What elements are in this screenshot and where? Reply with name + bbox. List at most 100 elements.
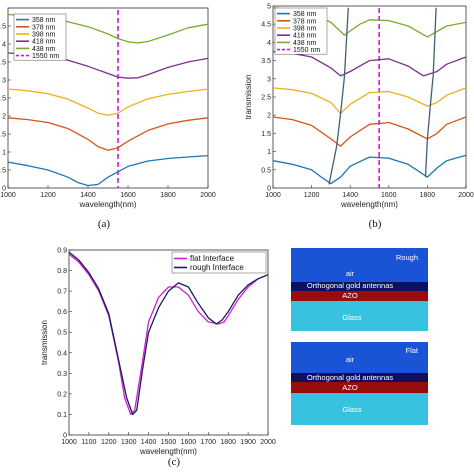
x-tick-label: 1800 <box>420 192 436 199</box>
gold-antenna-layer-flat <box>291 373 428 382</box>
y-tick-label: 3 <box>2 78 6 85</box>
glass-label-rough: Glass <box>342 313 361 322</box>
series-line-5 <box>328 7 349 185</box>
plot-area-c: 1000 1100 1200 1300 1400 1500 1600 1700 1800 1900… <box>57 248 276 447</box>
plot-area-a: 1000 1200 1400 1600 1800 2000 0 0.5 1 1.5 2 2.5 3 3.5… <box>0 10 216 199</box>
x-tick-label: 1200 <box>40 192 56 199</box>
y-tick-label: 1.5 <box>261 131 271 138</box>
y-axis-label-b: transmission <box>244 75 253 120</box>
y-tick-label: 4 <box>2 42 6 49</box>
y-tick-label: 0.5 <box>0 168 6 175</box>
series-line-2 <box>272 87 467 115</box>
air-label-flat: air <box>346 355 355 364</box>
x-tick-label: 1000 <box>0 192 16 199</box>
legend-entry: 418 nm <box>293 33 317 40</box>
antenna-label-flat: Orthogonal gold antennas <box>307 373 394 382</box>
y-tick-label: 0.5 <box>57 330 67 337</box>
x-tick-label: 1600 <box>381 192 397 199</box>
y-tick-label: 1 <box>267 149 271 156</box>
x-tick-label: 1200 <box>304 192 320 199</box>
y-tick-label: 0.4 <box>57 350 67 357</box>
schematic-title-flat: Flat <box>405 346 418 355</box>
panel-label-c: (c) <box>168 456 181 468</box>
series-line-1 <box>68 251 269 416</box>
legend-entry: 398 nm <box>293 26 317 33</box>
series-line-0 <box>68 253 269 416</box>
legend-entry: 358 nm <box>32 17 56 24</box>
legend-entry: rough Interface <box>190 263 244 272</box>
x-tick-label: 1600 <box>181 439 197 446</box>
glass-layer-flat <box>291 393 428 425</box>
x-tick-label: 1900 <box>240 439 256 446</box>
x-tick-label: 1600 <box>120 192 136 199</box>
x-axis-label-a: wavelength(nm) <box>79 200 137 209</box>
legend-box <box>171 251 267 274</box>
panel-label-a: (a) <box>98 218 111 230</box>
y-tick-label: 0.2 <box>57 391 67 398</box>
series-line-0 <box>7 154 209 187</box>
x-tick-label: 1400 <box>141 439 157 446</box>
legend-entry: 1550 nm <box>293 47 320 54</box>
x-tick-label: 1400 <box>80 192 96 199</box>
panel-a: 1000 1200 1400 1600 1800 2000 0 0.5 1 1.5 2 2.5 3 3.5… <box>0 7 216 230</box>
series-line-6 <box>424 7 437 178</box>
y-tick-label: 0.1 <box>57 412 67 419</box>
air-layer-rough <box>291 248 428 282</box>
plot-area-b: 1000 1200 1400 1600 1800 2000 0 0.5 1 1.5 2 2.5 3 3.5… <box>261 4 474 200</box>
x-tick-label: 1000 <box>61 439 77 446</box>
legend-entry: 438 nm <box>32 46 56 53</box>
x-tick-label: 1800 <box>160 192 176 199</box>
y-tick-label: 1.5 <box>0 132 6 139</box>
series-line-1 <box>272 116 467 147</box>
y-tick-label: 5 <box>267 4 271 11</box>
legend-entry: flat Interface <box>190 254 235 263</box>
glass-label-flat: Glass <box>342 405 361 414</box>
y-tick-label: 0.9 <box>57 248 67 255</box>
antenna-label-rough: Orthogonal gold antennas <box>307 281 394 290</box>
y-tick-label: 2.5 <box>261 95 271 102</box>
plot-frame-c <box>68 249 269 436</box>
schematic-rough: Rough air Orthogonal gold antennas AZO G… <box>291 248 428 331</box>
x-tick-label: 1700 <box>201 439 217 446</box>
x-tick-label: 1400 <box>342 192 358 199</box>
y-tick-label: 4.5 <box>0 24 6 31</box>
y-tick-label: 0 <box>267 186 271 193</box>
y-tick-label: 3 <box>267 76 271 83</box>
x-tick-label: 2000 <box>260 439 276 446</box>
y-tick-label: 2 <box>267 113 271 120</box>
y-tick-label: 0.7 <box>57 289 67 296</box>
x-tick-label: 1500 <box>161 439 177 446</box>
azo-label-flat: AZO <box>342 383 358 392</box>
y-axis-label-c: transmission <box>40 320 49 365</box>
legend-entry: 378 nm <box>293 18 317 25</box>
legend-entry: 418 nm <box>32 39 56 46</box>
x-tick-label: 2000 <box>458 192 474 199</box>
y-tick-label: 1 <box>2 150 6 157</box>
y-tick-label: 3.5 <box>0 60 6 67</box>
y-tick-label: 2 <box>2 114 6 121</box>
y-tick-label: 0.8 <box>57 268 67 275</box>
y-tick-label: 2.5 <box>0 96 6 103</box>
legend-box <box>13 13 67 61</box>
glass-layer-rough <box>291 301 428 331</box>
panel-label-b: (b) <box>369 218 382 230</box>
legend-entry: 378 nm <box>32 24 56 31</box>
y-tick-label: 0.6 <box>57 309 67 316</box>
x-tick-label: 1300 <box>121 439 137 446</box>
x-tick-label: 1000 <box>265 192 281 199</box>
y-tick-label: 0 <box>2 186 6 193</box>
legend-entry: 438 nm <box>293 40 317 47</box>
x-tick-label: 1200 <box>101 439 117 446</box>
series-line-2 <box>7 88 209 116</box>
y-tick-label: 4 <box>267 40 271 47</box>
y-tick-label: 0.3 <box>57 371 67 378</box>
x-tick-label: 1800 <box>220 439 236 446</box>
azo-layer-rough <box>291 291 428 301</box>
x-tick-label: 1100 <box>81 439 96 446</box>
series-line-1 <box>7 117 209 151</box>
y-tick-label: 0 <box>63 433 67 440</box>
legend-box <box>274 7 328 55</box>
